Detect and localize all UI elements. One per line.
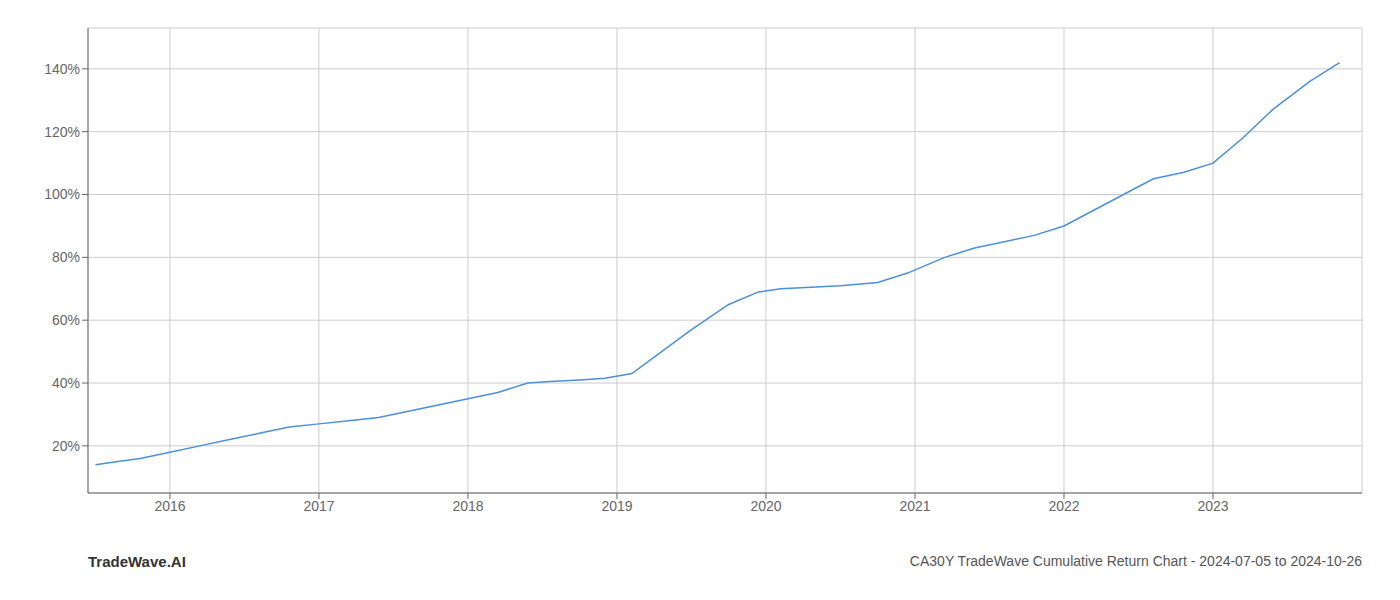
html-text:CA30Y TradeWave Cumulative Ret: CA30Y TradeWave Cumulative Return Chart … bbox=[909, 553, 1362, 569]
svg-text:2022: 2022 bbox=[1048, 498, 1079, 514]
svg-text:2020: 2020 bbox=[750, 498, 781, 514]
svg-text:2023: 2023 bbox=[1197, 498, 1228, 514]
svg-text:80%: 80% bbox=[52, 249, 80, 265]
svg-text:40%: 40% bbox=[52, 375, 80, 391]
svg-text:120%: 120% bbox=[44, 124, 80, 140]
svg-text:2019: 2019 bbox=[601, 498, 632, 514]
svg-text:2021: 2021 bbox=[899, 498, 930, 514]
html-text:TradeWave.AI: TradeWave.AI bbox=[88, 552, 186, 570]
svg-text:60%: 60% bbox=[52, 312, 80, 328]
svg-text:100%: 100% bbox=[44, 186, 80, 202]
svg-text:2016: 2016 bbox=[154, 498, 185, 514]
svg-text:140%: 140% bbox=[44, 61, 80, 77]
svg-text:2017: 2017 bbox=[303, 498, 334, 514]
svg-text:20%: 20% bbox=[52, 438, 80, 454]
svg-text:2018: 2018 bbox=[452, 498, 483, 514]
